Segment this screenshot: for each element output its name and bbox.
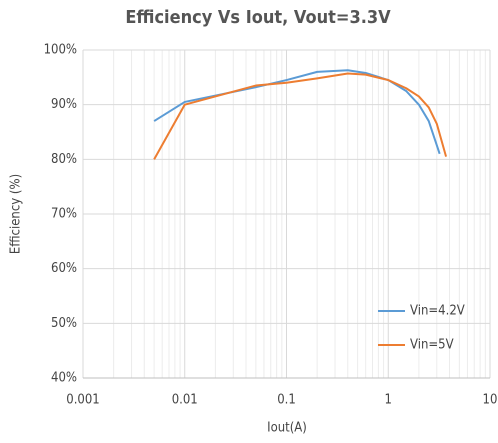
x-axis-label: Iout(A) — [267, 421, 307, 436]
chart-title: Efficiency Vs Iout, Vout=3.3V — [125, 7, 391, 28]
data-line — [153, 69, 441, 155]
y-tick-label: 80% — [51, 152, 77, 167]
y-tick-label: 60% — [51, 261, 77, 276]
data-line — [153, 72, 448, 160]
y-tick-label: 90% — [51, 97, 77, 112]
y-tick-label: 70% — [51, 207, 77, 222]
x-tick-label: 0.01 — [172, 393, 198, 408]
legend-label: Vin=5V — [410, 338, 454, 353]
x-tick-label: 0.001 — [66, 393, 99, 408]
y-axis-label: Efficiency (%) — [9, 174, 24, 254]
x-tick-label: 1 — [385, 393, 392, 408]
legend-label: Vin=4.2V — [410, 304, 465, 319]
y-tick-label: 40% — [51, 371, 77, 386]
x-tick-label: 0.1 — [277, 393, 296, 408]
x-tick-label: 10 — [483, 393, 498, 408]
y-tick-label: 50% — [51, 316, 77, 331]
y-tick-label: 100% — [44, 43, 77, 58]
